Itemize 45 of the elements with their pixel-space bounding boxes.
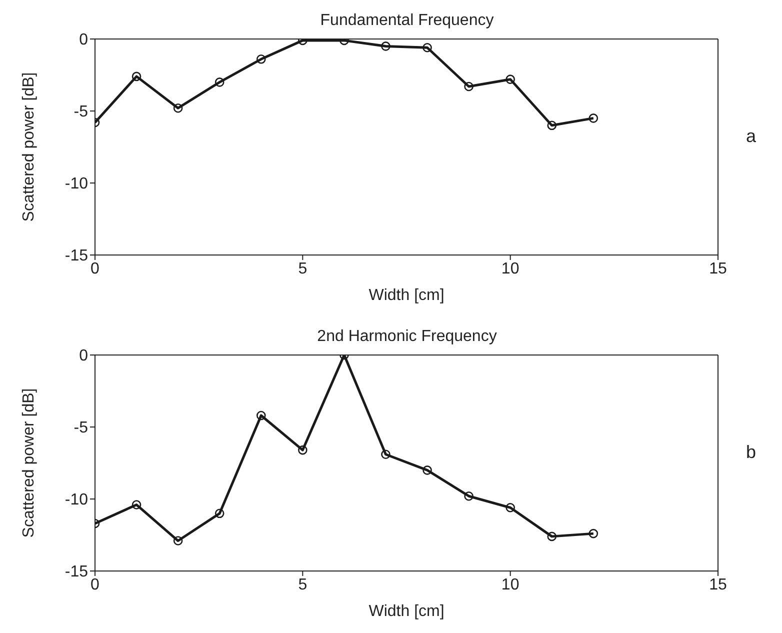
y-tick-label: -10 <box>64 176 88 193</box>
y-tick-label: 0 <box>79 32 88 49</box>
y-tick-label: -5 <box>74 420 88 437</box>
point <box>506 74 515 84</box>
x-tick-label: 0 <box>90 576 100 594</box>
point <box>132 72 142 82</box>
x-tick-label: 5 <box>298 576 308 594</box>
y-tick-label: -10 <box>64 492 88 509</box>
point <box>464 491 474 501</box>
point <box>547 532 557 542</box>
point <box>298 445 308 455</box>
point <box>381 450 390 460</box>
text: b <box>746 442 756 463</box>
text: a <box>746 126 756 147</box>
y-axis-title: Scattered power [dB] <box>20 388 38 538</box>
y-tick-label: 0 <box>79 348 88 365</box>
x-axis-title: Width [cm] <box>368 603 444 620</box>
x-tick-label: 5 <box>298 260 308 278</box>
y-axis-title: Scattered power [dB] <box>20 72 38 222</box>
point <box>547 120 557 130</box>
point <box>422 42 432 52</box>
point <box>506 502 515 512</box>
x-tick-label: 10 <box>501 576 520 594</box>
point <box>173 536 183 546</box>
y-tick-label: -15 <box>64 564 88 581</box>
x-axis-title: Width [cm] <box>368 287 444 304</box>
y-tick-label: -15 <box>64 248 88 265</box>
point <box>422 466 432 475</box>
point <box>256 54 266 64</box>
point <box>256 410 266 420</box>
x-tick-label: 15 <box>709 260 727 278</box>
chart-title: 2nd Harmonic Frequency <box>316 328 498 346</box>
x-tick-label: 10 <box>501 260 520 278</box>
point <box>588 528 598 538</box>
x-tick-label: 15 <box>709 576 727 594</box>
point <box>464 82 474 92</box>
point <box>214 78 224 87</box>
chart-title: Fundamental Frequency <box>319 12 495 30</box>
x-tick-label: 0 <box>90 260 100 278</box>
y-tick-label: -5 <box>74 104 88 121</box>
point <box>173 103 183 113</box>
point <box>381 42 390 51</box>
point <box>214 508 224 518</box>
point <box>132 500 142 510</box>
point <box>588 114 598 123</box>
